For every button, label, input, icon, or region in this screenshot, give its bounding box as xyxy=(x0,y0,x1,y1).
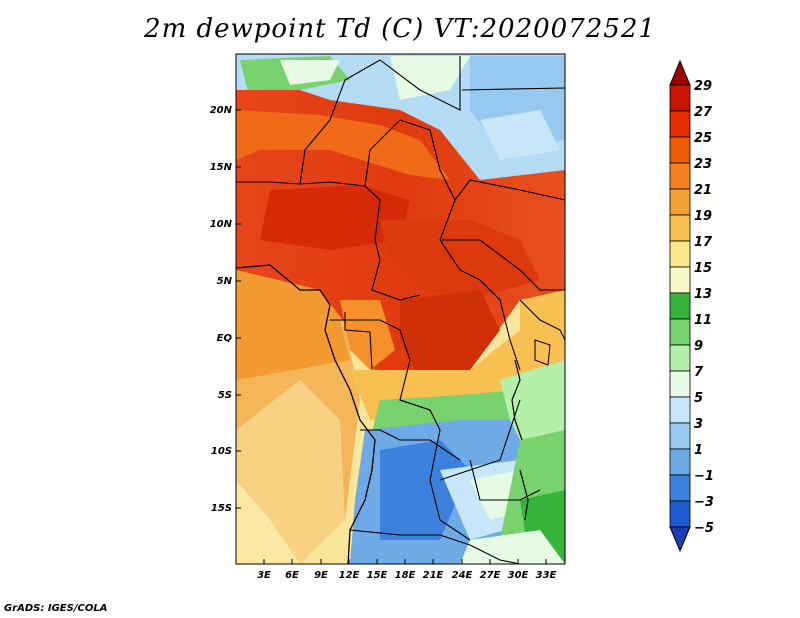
colorbar-level-label: −3 xyxy=(694,495,714,510)
lat-label: 10N xyxy=(210,219,233,230)
grads-credit: GrADS: IGES/COLA xyxy=(4,603,108,614)
lon-label: 18E xyxy=(395,570,416,581)
map-title: 2m dewpoint Td (C) VT:2020072521 xyxy=(144,14,656,44)
lat-label: 15N xyxy=(210,162,233,173)
colorbar-swatch xyxy=(669,474,691,502)
lon-label: 30E xyxy=(508,570,529,581)
colorbar-level-label: 17 xyxy=(694,235,713,250)
lat-axis: 20N 15N 10N 5N EQ 5S 10S 15S xyxy=(210,105,233,514)
lat-label: 20N xyxy=(210,105,233,116)
colorbar-level-label: −5 xyxy=(694,521,714,536)
lon-label: 21E xyxy=(423,570,444,581)
colorbar-level-label: 21 xyxy=(694,183,712,198)
colorbar-bottom-arrow xyxy=(669,526,691,553)
lon-label: 9E xyxy=(314,570,328,581)
colorbar-level-label: 11 xyxy=(694,313,712,328)
colorbar: 29 27 25 23 21 19 17 15 13 11 9 7 5 3 1 −1 −3 −5 xyxy=(669,59,714,553)
lat-label: 5N xyxy=(217,276,233,287)
lat-label: 10S xyxy=(211,446,232,457)
lon-axis: 3E 6E 9E 12E 15E 18E 21E 24E 27E 30E 33E xyxy=(257,570,556,581)
colorbar-swatch xyxy=(669,266,691,294)
colorbar-level-label: 3 xyxy=(694,417,703,432)
colorbar-swatch xyxy=(669,344,691,372)
colorbar-level-label: 13 xyxy=(694,287,712,302)
lon-label: 6E xyxy=(285,570,299,581)
colorbar-swatch xyxy=(669,162,691,190)
colorbar-level-label: 29 xyxy=(694,79,712,94)
colorbar-level-label: 15 xyxy=(694,261,712,276)
colorbar-level-label: 23 xyxy=(694,157,712,172)
lon-label: 15E xyxy=(367,570,388,581)
colorbar-level-label: −1 xyxy=(694,469,714,484)
colorbar-level-label: 1 xyxy=(694,443,703,458)
colorbar-level-label: 27 xyxy=(694,105,713,120)
lon-label: 3E xyxy=(257,570,271,581)
colorbar-swatch xyxy=(669,422,691,450)
lon-label: 24E xyxy=(452,570,473,581)
colorbar-swatch xyxy=(669,214,691,242)
colorbar-swatch xyxy=(669,110,691,138)
colorbar-swatch xyxy=(669,396,691,424)
lon-label: 27E xyxy=(480,570,501,581)
colorbar-swatch xyxy=(669,448,691,476)
lon-label: 33E xyxy=(536,570,557,581)
colorbar-swatch xyxy=(669,292,691,320)
lat-label: EQ xyxy=(217,333,233,344)
colorbar-swatch xyxy=(669,500,691,528)
lat-label: 5S xyxy=(218,390,232,401)
colorbar-level-label: 19 xyxy=(694,209,712,224)
colorbar-level-label: 5 xyxy=(694,391,703,406)
dewpoint-map xyxy=(236,54,565,564)
colorbar-swatch xyxy=(669,370,691,398)
colorbar-swatch xyxy=(669,136,691,164)
colorbar-top-arrow xyxy=(669,59,691,86)
lat-label: 15S xyxy=(211,503,232,514)
lon-label: 12E xyxy=(339,570,360,581)
colorbar-swatch xyxy=(669,318,691,346)
colorbar-swatch xyxy=(669,188,691,216)
colorbar-level-label: 9 xyxy=(694,339,703,354)
colorbar-level-label: 25 xyxy=(694,131,712,146)
colorbar-swatch xyxy=(669,240,691,268)
colorbar-swatch xyxy=(669,84,691,112)
colorbar-level-label: 7 xyxy=(694,365,704,380)
